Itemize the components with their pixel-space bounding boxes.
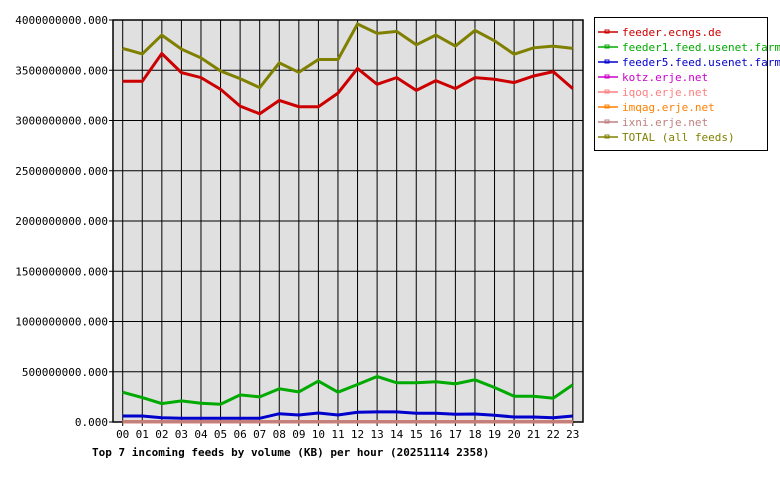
y-tick-label: 4000000000.000 <box>15 14 108 27</box>
legend-entry: imqag.erje.net <box>622 101 715 114</box>
legend-marker <box>604 59 610 64</box>
x-tick-label: 21 <box>527 428 540 441</box>
y-tick-label: 2500000000.000 <box>15 165 108 178</box>
legend-entry: feeder1.feed.usenet.farm <box>622 41 780 54</box>
x-tick-label: 09 <box>292 428 305 441</box>
legend-entry: iqoq.erje.net <box>622 86 708 99</box>
series-line-0 <box>122 51 574 116</box>
y-tick-label: 1500000000.000 <box>15 265 108 278</box>
x-tick-label: 13 <box>370 428 383 441</box>
legend-entry: ixni.erje.net <box>622 116 708 129</box>
x-tick-label: 18 <box>468 428 481 441</box>
series-line-7 <box>122 22 573 90</box>
legend-marker <box>604 29 610 34</box>
x-tick-label: 16 <box>429 428 442 441</box>
y-tick-label: 0.000 <box>75 416 108 429</box>
x-tick-label: 17 <box>449 428 462 441</box>
y-tick-label: 3000000000.000 <box>15 115 108 128</box>
x-tick-label: 00 <box>116 428 129 441</box>
legend-marker <box>604 104 610 109</box>
legend-entry: TOTAL (all feeds) <box>622 131 735 144</box>
chart-title: Top 7 incoming feeds by volume (KB) per … <box>92 446 489 459</box>
legend-marker <box>604 89 610 94</box>
x-tick-label: 10 <box>312 428 325 441</box>
x-tick-label: 08 <box>273 428 286 441</box>
y-tick-label: 2000000000.000 <box>15 215 108 228</box>
y-tick-label: 3500000000.000 <box>15 64 108 77</box>
x-tick-label: 07 <box>253 428 266 441</box>
legend-entry: feeder.ecngs.de <box>622 26 721 39</box>
x-tick-label: 11 <box>331 428 344 441</box>
x-tick-label: 19 <box>488 428 501 441</box>
x-tick-label: 04 <box>194 428 208 441</box>
legend-entry: feeder5.feed.usenet.farm <box>622 56 780 69</box>
x-tick-label: 14 <box>390 428 404 441</box>
legend-marker <box>604 134 610 139</box>
series-line-1 <box>122 374 574 406</box>
x-tick-label: 12 <box>351 428 364 441</box>
series-line-2 <box>122 410 573 420</box>
x-tick-label: 05 <box>214 428 227 441</box>
x-tick-label: 03 <box>175 428 188 441</box>
x-tick-label: 23 <box>566 428 579 441</box>
y-tick-label: 500000000.000 <box>22 366 108 379</box>
legend-marker <box>604 119 610 124</box>
legend-marker <box>604 74 610 79</box>
x-tick-label: 01 <box>136 428 149 441</box>
legend-box <box>594 17 768 151</box>
x-tick-label: 06 <box>233 428 246 441</box>
legend-marker <box>604 44 610 49</box>
x-tick-label: 22 <box>547 428 560 441</box>
x-tick-label: 02 <box>155 428 168 441</box>
x-tick-label: 15 <box>410 428 423 441</box>
y-tick-label: 1000000000.000 <box>15 316 108 329</box>
x-tick-label: 20 <box>507 428 520 441</box>
legend-entry: kotz.erje.net <box>622 71 708 84</box>
